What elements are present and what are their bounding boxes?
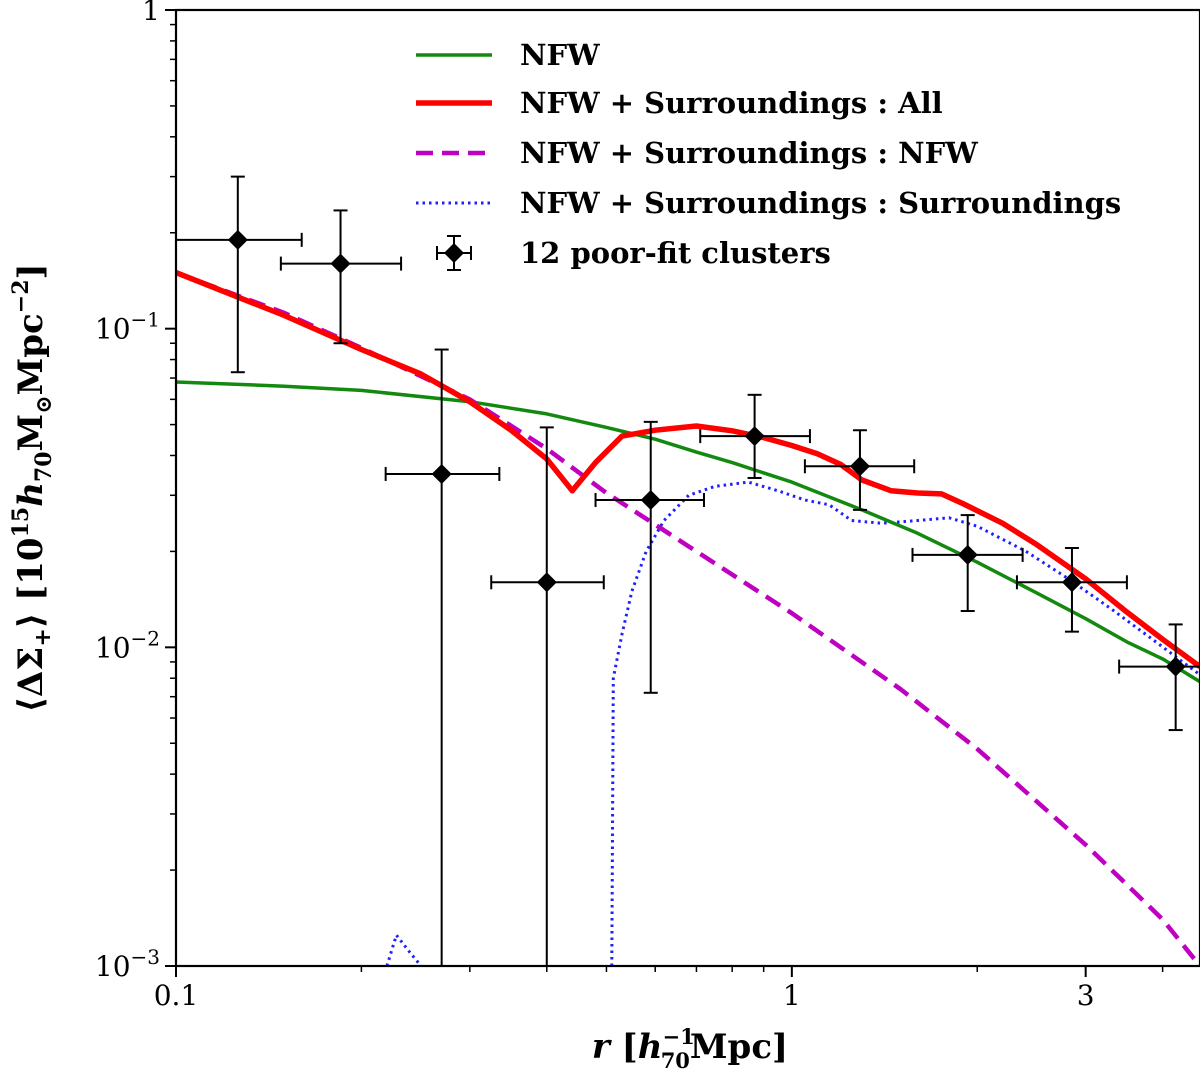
x-label-variable: r bbox=[592, 1027, 612, 1067]
legend-marker-clusters bbox=[436, 235, 472, 271]
data-point bbox=[384, 348, 501, 966]
y-label-h: h bbox=[11, 482, 51, 507]
diamond-marker bbox=[744, 426, 765, 447]
y-tick-label-exponent: −2 bbox=[131, 626, 160, 650]
y-tick-label-exponent: −3 bbox=[131, 945, 160, 969]
diamond-marker bbox=[227, 229, 248, 250]
x-axis-label: r [h−1 70Mpc] bbox=[592, 1024, 788, 1071]
y-label-unit: Mpc bbox=[11, 313, 51, 395]
surroundings-curve bbox=[610, 480, 1200, 966]
diamond-marker bbox=[640, 489, 661, 510]
y-label-m: M bbox=[11, 414, 51, 452]
x-tick-label: 1 bbox=[783, 979, 801, 1012]
y-tick-label: 10−1 bbox=[95, 308, 160, 346]
y-tick-label-base: 10 bbox=[95, 313, 131, 346]
data-point bbox=[175, 175, 303, 374]
y-label-unit-sup: −2 bbox=[8, 279, 34, 313]
data-point bbox=[594, 420, 705, 694]
diamond-marker bbox=[1165, 656, 1186, 677]
y-label-h-sub: 70 bbox=[31, 451, 57, 482]
x-tick-label: 3 bbox=[1077, 979, 1095, 1012]
y-tick-label-base: 10 bbox=[95, 631, 131, 664]
x-label-h: h bbox=[638, 1027, 663, 1067]
diamond-marker bbox=[957, 544, 978, 565]
plot-frame bbox=[174, 8, 1200, 968]
y-label-lhs-sub: + bbox=[30, 628, 56, 646]
diamond-marker bbox=[1061, 572, 1082, 593]
x-label-h-sup: −1 bbox=[662, 1024, 694, 1049]
legend-label-nfw: NFW bbox=[520, 38, 600, 72]
legend-label-clusters: 12 poor-fit clusters bbox=[520, 236, 831, 270]
data-point bbox=[1118, 623, 1200, 732]
y-label-close: ] bbox=[11, 263, 51, 279]
diamond-marker bbox=[849, 456, 870, 477]
y-label-lhs: ⟨ΔΣ bbox=[11, 647, 51, 713]
legend-label-all: NFW + Surroundings : All bbox=[520, 86, 943, 120]
data-point bbox=[803, 429, 916, 511]
data-point bbox=[911, 514, 1024, 613]
data-points bbox=[175, 175, 1200, 966]
axis-ticks: 0.1 1 310−310−210−11 bbox=[95, 0, 1164, 1012]
x-tick-label: 0.1 bbox=[154, 979, 199, 1012]
y-tick-label-base: 10 bbox=[95, 950, 131, 983]
nfw-component-curve bbox=[176, 270, 1200, 966]
diamond-marker bbox=[431, 463, 452, 484]
legend-label-nfw-component: NFW + Surroundings : NFW bbox=[520, 136, 978, 170]
y-tick-label: 1 bbox=[142, 0, 160, 27]
nfw-curve bbox=[176, 380, 1200, 684]
y-tick-label: 10−2 bbox=[95, 626, 160, 664]
y-label-rhs: ⟩ [10 bbox=[11, 537, 51, 628]
legend: NFW NFW + Surroundings : All NFW + Surro… bbox=[416, 38, 1121, 271]
x-label-unit: Mpc] bbox=[690, 1027, 788, 1067]
diamond-marker bbox=[330, 253, 351, 274]
y-tick-label-exponent: −1 bbox=[131, 308, 160, 332]
legend-label-surroundings: NFW + Surroundings : Surroundings bbox=[520, 186, 1121, 220]
y-label-m-sub: ⊙ bbox=[31, 395, 57, 413]
data-point bbox=[699, 393, 811, 479]
legend-diamond-marker bbox=[444, 243, 464, 263]
y-tick-label: 10−3 bbox=[95, 945, 160, 983]
plot-area bbox=[176, 270, 1200, 966]
data-point bbox=[279, 209, 403, 345]
y-label-sup: 15 bbox=[8, 507, 34, 538]
data-point bbox=[490, 426, 605, 966]
y-axis-label: ⟨ΔΣ+⟩ [1015h70M⊙Mpc−2] bbox=[8, 263, 57, 712]
data-point bbox=[1015, 546, 1128, 633]
x-label-open: [ bbox=[610, 1027, 638, 1067]
x-label-h-sub: 70 bbox=[661, 1048, 690, 1071]
all-curve bbox=[176, 270, 1200, 669]
diamond-marker bbox=[536, 572, 557, 593]
